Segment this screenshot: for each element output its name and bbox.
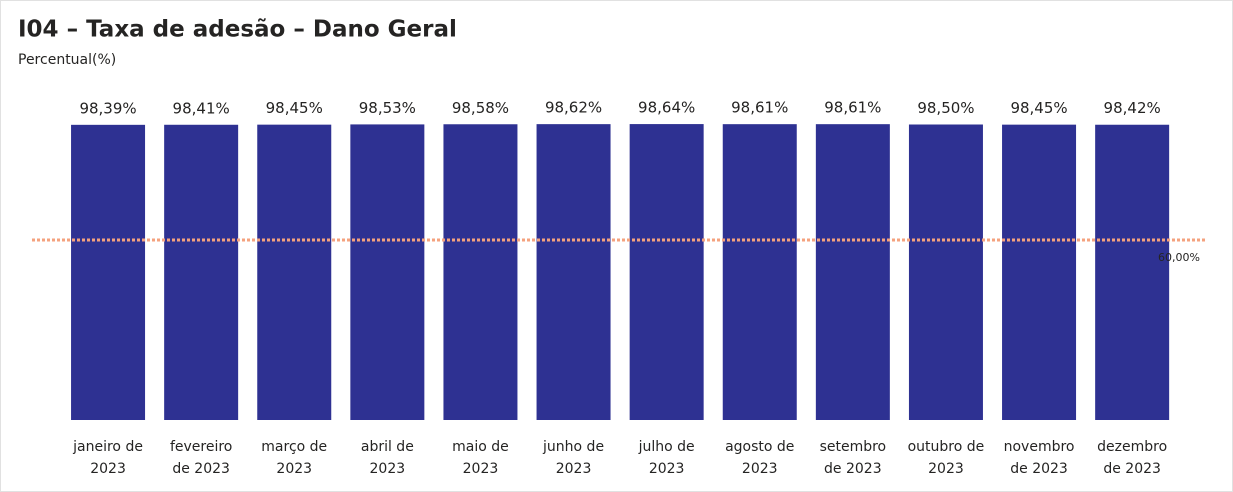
x-tick-label: de 2023 bbox=[172, 461, 230, 477]
data-label: 98,62% bbox=[545, 99, 602, 117]
x-tick-label: 2023 bbox=[742, 461, 778, 477]
x-tick-label: fevereiro bbox=[170, 439, 232, 455]
chart-subtitle: Percentual(%) bbox=[18, 52, 116, 68]
bar bbox=[1002, 124, 1077, 421]
x-tick-label: setembro bbox=[820, 439, 887, 455]
chart-title: I04 – Taxa de adesão – Dano Geral bbox=[18, 17, 457, 43]
data-label: 98,53% bbox=[359, 99, 416, 117]
data-label: 98,58% bbox=[452, 99, 509, 117]
x-tick-label: 2023 bbox=[276, 461, 312, 477]
bar bbox=[350, 124, 425, 420]
bar bbox=[1095, 124, 1170, 421]
bar bbox=[71, 124, 146, 420]
x-tick-label: junho de bbox=[542, 439, 604, 455]
x-tick-label: de 2023 bbox=[1103, 461, 1161, 477]
data-label: 98,39% bbox=[79, 99, 136, 117]
x-tick-label: março de bbox=[261, 439, 327, 455]
x-tick-label: 2023 bbox=[556, 461, 592, 477]
x-tick-label: outubro de bbox=[908, 439, 985, 455]
data-label: 98,61% bbox=[731, 99, 788, 117]
data-label: 98,45% bbox=[1010, 99, 1067, 117]
x-tick-label: 2023 bbox=[370, 461, 406, 477]
bar bbox=[815, 124, 890, 421]
data-label: 98,41% bbox=[173, 99, 230, 117]
bar bbox=[164, 124, 239, 421]
x-tick-label: janeiro de bbox=[72, 439, 143, 455]
data-label: 98,45% bbox=[266, 99, 323, 117]
bar bbox=[722, 124, 797, 421]
x-tick-label: agosto de bbox=[725, 439, 794, 455]
x-tick-label: de 2023 bbox=[1010, 461, 1068, 477]
x-tick-label: novembro bbox=[1004, 439, 1075, 455]
bar bbox=[257, 124, 332, 421]
x-tick-label: maio de bbox=[452, 439, 509, 455]
bar bbox=[629, 124, 704, 420]
reference-label: 60,00% bbox=[1158, 251, 1200, 264]
bar bbox=[908, 124, 983, 420]
x-tick-label: julho de bbox=[638, 439, 695, 455]
data-label: 98,50% bbox=[917, 99, 974, 117]
x-tick-label: 2023 bbox=[463, 461, 499, 477]
bar bbox=[443, 124, 518, 420]
bar bbox=[536, 124, 611, 420]
x-tick-label: 2023 bbox=[928, 461, 964, 477]
x-tick-label: dezembro bbox=[1097, 439, 1167, 455]
data-label: 98,42% bbox=[1104, 99, 1161, 117]
data-label: 98,64% bbox=[638, 99, 695, 117]
x-tick-label: de 2023 bbox=[824, 461, 882, 477]
x-tick-label: 2023 bbox=[649, 461, 685, 477]
x-tick-label: 2023 bbox=[90, 461, 126, 477]
data-label: 98,61% bbox=[824, 99, 881, 117]
x-tick-label: abril de bbox=[361, 439, 414, 455]
